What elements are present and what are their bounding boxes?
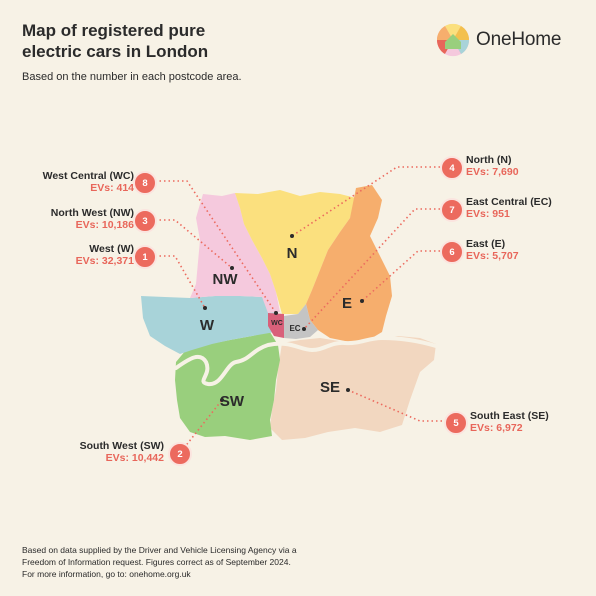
badge-ec: 7	[440, 198, 464, 222]
label-n: N	[287, 245, 298, 262]
callout-n-name: North (N)	[466, 154, 512, 166]
footnote: Based on data supplied by the Driver and…	[22, 544, 362, 580]
callout-ec-name: East Central (EC)	[466, 196, 552, 208]
callout-wc-name: West Central (WC)	[42, 170, 134, 182]
callout-wc-evs: EVs: 414	[90, 182, 134, 194]
page-title: Map of registered pure electric cars in …	[22, 20, 282, 62]
dot-w	[203, 306, 207, 310]
footnote-line-2: Freedom of Information request. Figures …	[22, 557, 291, 567]
callout-w-name: West (W)	[89, 243, 134, 255]
page-subtitle: Based on the number in each postcode are…	[22, 71, 242, 83]
brand-logo: OneHome	[436, 23, 561, 57]
footnote-line-1: Based on data supplied by the Driver and…	[22, 545, 297, 555]
label-se: SE	[320, 379, 340, 396]
dot-ec	[302, 327, 306, 331]
badge-e: 6	[440, 240, 464, 264]
title-line-1: Map of registered pure	[22, 21, 206, 40]
callout-n-evs: EVs: 7,690	[466, 166, 519, 178]
dot-wc	[274, 311, 278, 315]
callout-wc: West Central (WC) EVs: 414	[43, 170, 134, 194]
brand-name: OneHome	[476, 29, 562, 50]
house-logo-icon	[436, 23, 470, 57]
leader-lines	[155, 166, 442, 449]
leader-n	[291, 166, 440, 237]
area-nw	[190, 193, 280, 313]
leader-sw	[183, 399, 223, 449]
callout-e-evs: EVs: 5,707	[466, 250, 519, 262]
callout-ec-evs: EVs: 951	[466, 208, 510, 220]
callout-n: North (N) EVs: 7,690	[466, 154, 519, 178]
label-wc: WC	[271, 320, 283, 327]
badge-wc: 8	[133, 171, 157, 195]
callout-nw-evs: EVs: 10,186	[75, 219, 134, 231]
dot-n	[290, 234, 294, 238]
area-n	[235, 190, 356, 314]
leader-wc	[155, 180, 277, 314]
leader-dots	[203, 234, 364, 402]
title-line-2: electric cars in London	[22, 42, 209, 61]
area-wc	[268, 313, 284, 338]
dot-se	[346, 388, 350, 392]
callout-se: South East (SE) EVs: 6,972	[470, 410, 549, 434]
dot-e	[360, 299, 364, 303]
label-sw: SW	[220, 393, 245, 410]
label-e: E	[342, 295, 352, 312]
callout-ec: East Central (EC) EVs: 951	[466, 196, 552, 220]
callout-sw-name: South West (SW)	[79, 440, 164, 452]
label-w: W	[200, 317, 215, 334]
label-nw: NW	[213, 271, 239, 288]
dot-sw	[220, 398, 224, 402]
badge-sw: 2	[168, 442, 192, 466]
river-thames	[174, 335, 438, 387]
badge-n: 4	[440, 156, 464, 180]
dot-nw	[230, 266, 234, 270]
leader-e	[361, 250, 440, 302]
area-w	[141, 296, 278, 354]
callout-sw: South West (SW) EVs: 10,442	[80, 440, 164, 464]
callout-sw-evs: EVs: 10,442	[105, 452, 164, 464]
label-ec: EC	[289, 324, 300, 333]
callout-w: West (W) EVs: 32,371	[76, 243, 134, 267]
callout-se-name: South East (SE)	[470, 410, 549, 422]
area-se	[270, 336, 436, 440]
callout-nw: North West (NW) EVs: 10,186	[51, 207, 134, 231]
area-ec	[284, 304, 318, 339]
badge-w: 1	[133, 245, 157, 269]
callout-e-name: East (E)	[466, 238, 506, 250]
badge-se: 5	[444, 411, 468, 435]
callout-w-evs: EVs: 32,371	[75, 255, 134, 267]
badge-nw: 3	[133, 209, 157, 233]
callout-e: East (E) EVs: 5,707	[466, 238, 519, 262]
footnote-line-3: For more information, go to: onehome.org…	[22, 569, 191, 579]
callout-nw-name: North West (NW)	[50, 207, 134, 219]
callout-se-evs: EVs: 6,972	[470, 422, 523, 434]
